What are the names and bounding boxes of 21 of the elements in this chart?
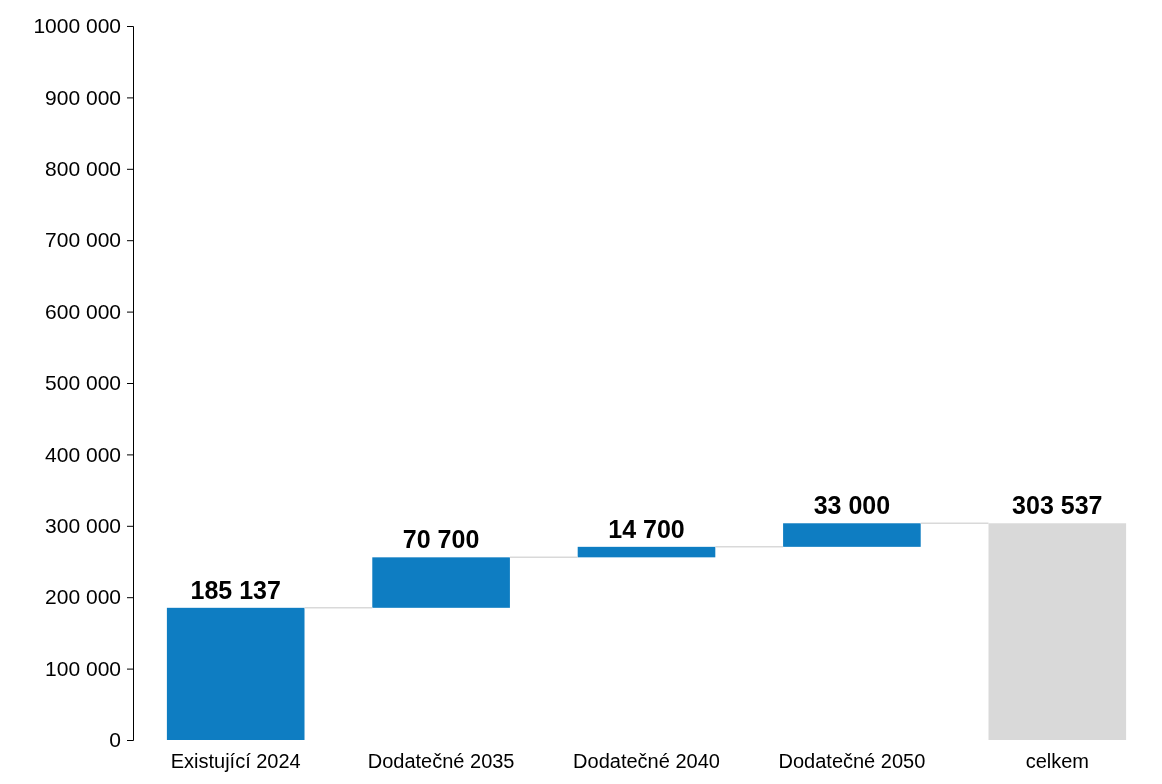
- y-tick-label: 600 000: [45, 299, 121, 323]
- y-tick-label: 1000 000: [33, 14, 121, 38]
- x-tick-label: Dodatečné 2035: [367, 750, 515, 773]
- y-tick-label: 100 000: [45, 656, 121, 680]
- y-tick-label: 400 000: [45, 442, 121, 466]
- y-tick-label: 700 000: [45, 228, 121, 252]
- y-tick-label: 900 000: [45, 85, 121, 109]
- y-tick-label: 200 000: [45, 585, 121, 609]
- y-tick-label: 300 000: [45, 514, 121, 538]
- x-tick-label: Existující 2024: [170, 750, 301, 773]
- data-label: 303 537: [1012, 491, 1103, 520]
- data-label: 185 137: [190, 575, 281, 604]
- x-tick-label: celkem: [1025, 750, 1089, 773]
- y-tick-label: 500 000: [45, 371, 121, 395]
- data-label: 14 700: [608, 514, 685, 543]
- data-label: 33 000: [813, 491, 891, 520]
- y-tick-label: 0: [109, 728, 121, 752]
- x-tick-label: Dodatečné 2040: [573, 750, 720, 773]
- x-tick-label: Dodatečné 2050: [778, 750, 926, 773]
- data-label: 70 700: [402, 525, 480, 554]
- y-tick-label: 800 000: [45, 157, 121, 181]
